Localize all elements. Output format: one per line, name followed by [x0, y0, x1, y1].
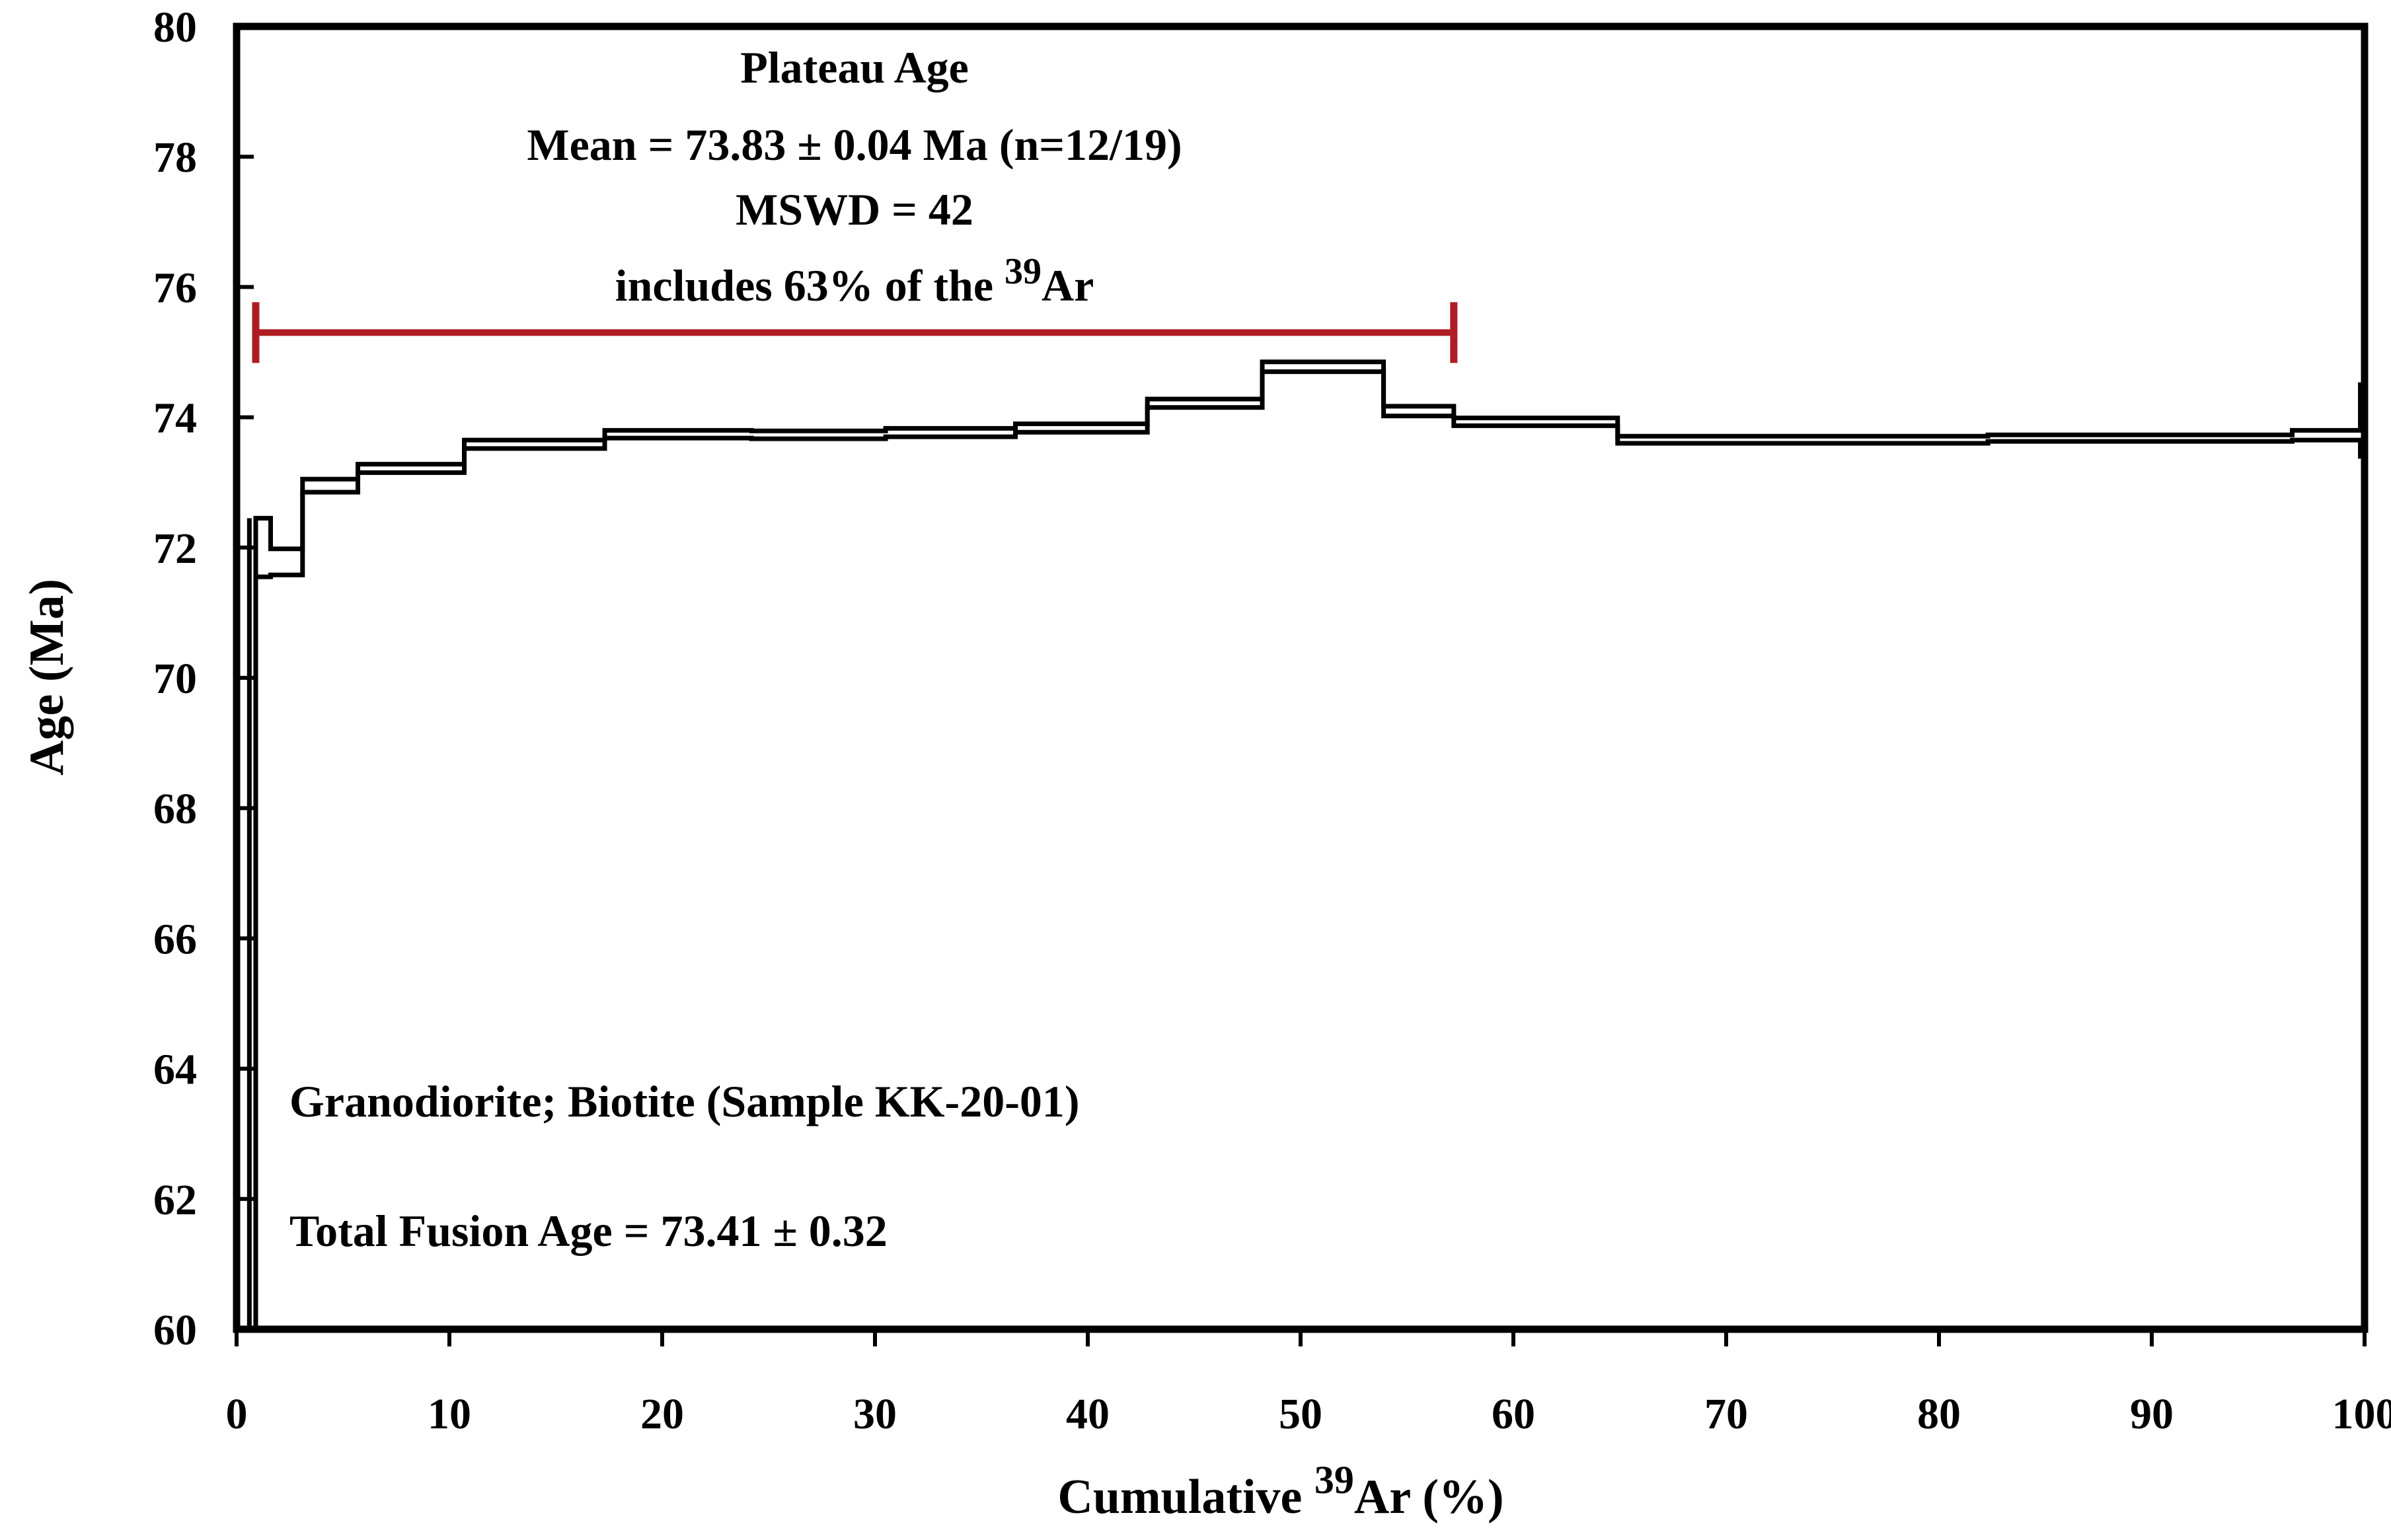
y-tick-label: 68	[153, 785, 197, 833]
x-ticks: 0 10 20 30 40 50 60 70 80 90 100	[226, 1329, 2391, 1438]
x-axis-title: Cumulative 39Ar (%)	[1057, 1458, 1503, 1524]
x-tick-label: 70	[1704, 1390, 1748, 1438]
plot-frame	[233, 22, 2369, 1333]
plateau-includes-prefix: includes 63% of the	[615, 260, 1005, 311]
x-tick-label: 50	[1279, 1390, 1322, 1438]
x-tick-label: 10	[428, 1390, 471, 1438]
y-axis-title: Age (Ma)	[20, 579, 74, 776]
y-tick-label: 80	[153, 3, 197, 52]
x-axis-title-sup: 39	[1314, 1458, 1354, 1502]
y-tick-label: 62	[153, 1176, 197, 1224]
x-tick-label: 100	[2332, 1390, 2391, 1438]
y-ticks: 60 62 64 66 68 70 72 74 76 78 80	[153, 3, 254, 1354]
plateau-includes-suffix: Ar	[1042, 260, 1094, 311]
plateau-bar	[252, 302, 1458, 363]
x-tick-label: 0	[226, 1390, 248, 1438]
plateau-title: Plateau Age	[740, 42, 969, 92]
x-tick-label: 30	[853, 1390, 897, 1438]
x-tick-label: 60	[1492, 1390, 1535, 1438]
y-tick-label: 64	[153, 1046, 197, 1094]
y-tick-label: 70	[153, 655, 197, 703]
x-tick-label: 40	[1066, 1390, 1110, 1438]
x-tick-label: 80	[1917, 1390, 1961, 1438]
total-fusion-label: Total Fusion Age = 73.41 ± 0.32	[289, 1206, 888, 1256]
plateau-includes: includes 63% of the 39Ar	[615, 251, 1094, 311]
y-tick-label: 78	[153, 133, 197, 182]
plateau-includes-sup: 39	[1005, 251, 1042, 292]
y-tick-label: 76	[153, 264, 197, 312]
x-axis-title-prefix: Cumulative	[1057, 1470, 1314, 1524]
x-tick-label: 20	[640, 1390, 684, 1438]
y-tick-label: 72	[153, 525, 197, 573]
y-tick-label: 66	[153, 915, 197, 963]
sample-label: Granodiorite; Biotite (Sample KK-20-01)	[289, 1076, 1079, 1126]
spectrum-lower-bound	[249, 369, 2365, 1332]
plateau-mean: Mean = 73.83 ± 0.04 Ma (n=12/19)	[527, 120, 1182, 170]
x-axis-title-suffix: Ar (%)	[1354, 1470, 1504, 1524]
y-tick-label: 74	[153, 394, 197, 443]
y-tick-label: 60	[153, 1306, 197, 1354]
plateau-mswd: MSWD = 42	[736, 184, 973, 235]
age-steps	[247, 359, 2367, 1332]
spectrum-upper-bound	[249, 359, 2365, 1332]
x-tick-label: 90	[2130, 1390, 2174, 1438]
